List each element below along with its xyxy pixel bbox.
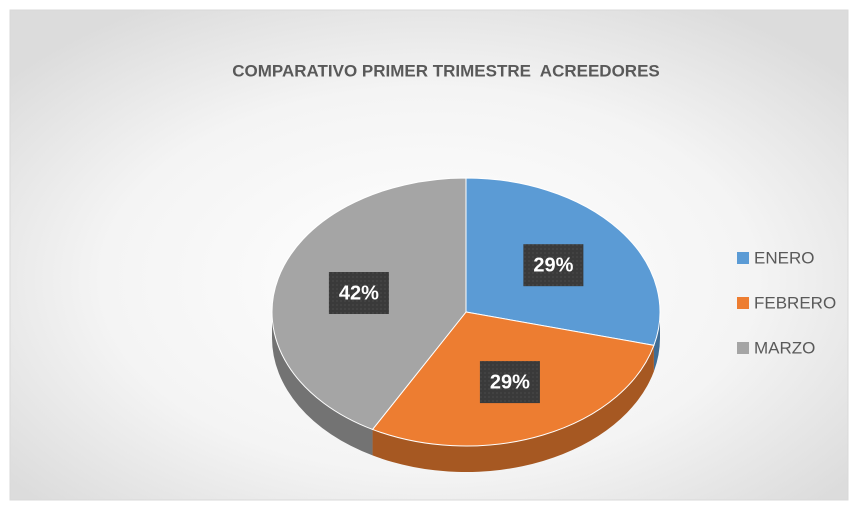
legend-label: MARZO (754, 338, 815, 357)
slice-side (372, 345, 654, 472)
slice-side (272, 312, 373, 456)
legend-swatch (737, 252, 749, 264)
data-label: 29% (490, 371, 530, 393)
legend-label: FEBRERO (754, 293, 836, 312)
data-label-box (523, 244, 584, 287)
data-label: 42% (339, 282, 379, 304)
legend-swatch (737, 297, 749, 309)
data-label: 29% (533, 254, 573, 276)
data-label-box (479, 361, 540, 404)
data-label-box (328, 272, 389, 315)
legend-label: ENERO (754, 248, 814, 267)
slice-side (653, 312, 660, 372)
legend-swatch (737, 342, 749, 354)
chart-title: COMPARATIVO PRIMER TRIMESTRE ACREEDORES (232, 61, 660, 80)
